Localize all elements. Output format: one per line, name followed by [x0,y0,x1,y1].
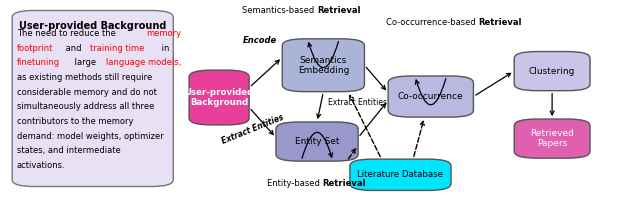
Text: Encode: Encode [243,36,277,45]
FancyBboxPatch shape [350,159,451,190]
Text: Retrieval: Retrieval [478,18,522,27]
Text: memory: memory [146,29,181,38]
Text: Entity-based: Entity-based [267,179,322,188]
Text: User-provided
Background: User-provided Background [184,88,253,107]
FancyBboxPatch shape [12,10,173,187]
FancyBboxPatch shape [282,39,364,92]
Text: Literature Database: Literature Database [358,170,444,179]
Text: finetuning: finetuning [17,58,60,67]
Text: language models,: language models, [106,58,181,67]
Text: Co-occurrence-based: Co-occurrence-based [386,18,478,27]
Text: Entity Set: Entity Set [295,137,339,146]
Text: Semantics-based: Semantics-based [242,6,317,15]
FancyBboxPatch shape [388,76,474,117]
Text: Semantics
Embedding: Semantics Embedding [298,56,349,75]
Text: training time: training time [90,44,145,53]
FancyBboxPatch shape [514,52,590,91]
Text: demand: model weights, optimizer: demand: model weights, optimizer [17,132,164,141]
Text: footprint: footprint [17,44,53,53]
Text: as existing methods still require: as existing methods still require [17,73,152,82]
Text: contributors to the memory: contributors to the memory [17,117,133,126]
Text: User-provided Background: User-provided Background [19,21,166,31]
Text: Retrieval: Retrieval [322,179,365,188]
Text: Clustering: Clustering [529,67,575,76]
Text: activations.: activations. [17,161,65,170]
FancyBboxPatch shape [276,122,358,161]
Text: Extract Entities: Extract Entities [220,112,285,145]
Text: Co-occurrence: Co-occurrence [398,92,463,101]
FancyBboxPatch shape [189,70,249,125]
Text: simultaneously address all three: simultaneously address all three [17,102,154,112]
Text: states, and intermediate: states, and intermediate [17,146,121,155]
Text: and: and [63,44,84,53]
FancyBboxPatch shape [514,119,590,158]
Text: The need to reduce the: The need to reduce the [17,29,118,38]
Text: Extract Entities: Extract Entities [328,98,387,107]
Text: Retrieval: Retrieval [317,6,360,15]
Text: large: large [72,58,99,67]
Text: in: in [159,44,170,53]
Text: considerable memory and do not: considerable memory and do not [17,88,157,97]
Text: Retrieved
Papers: Retrieved Papers [530,129,574,148]
